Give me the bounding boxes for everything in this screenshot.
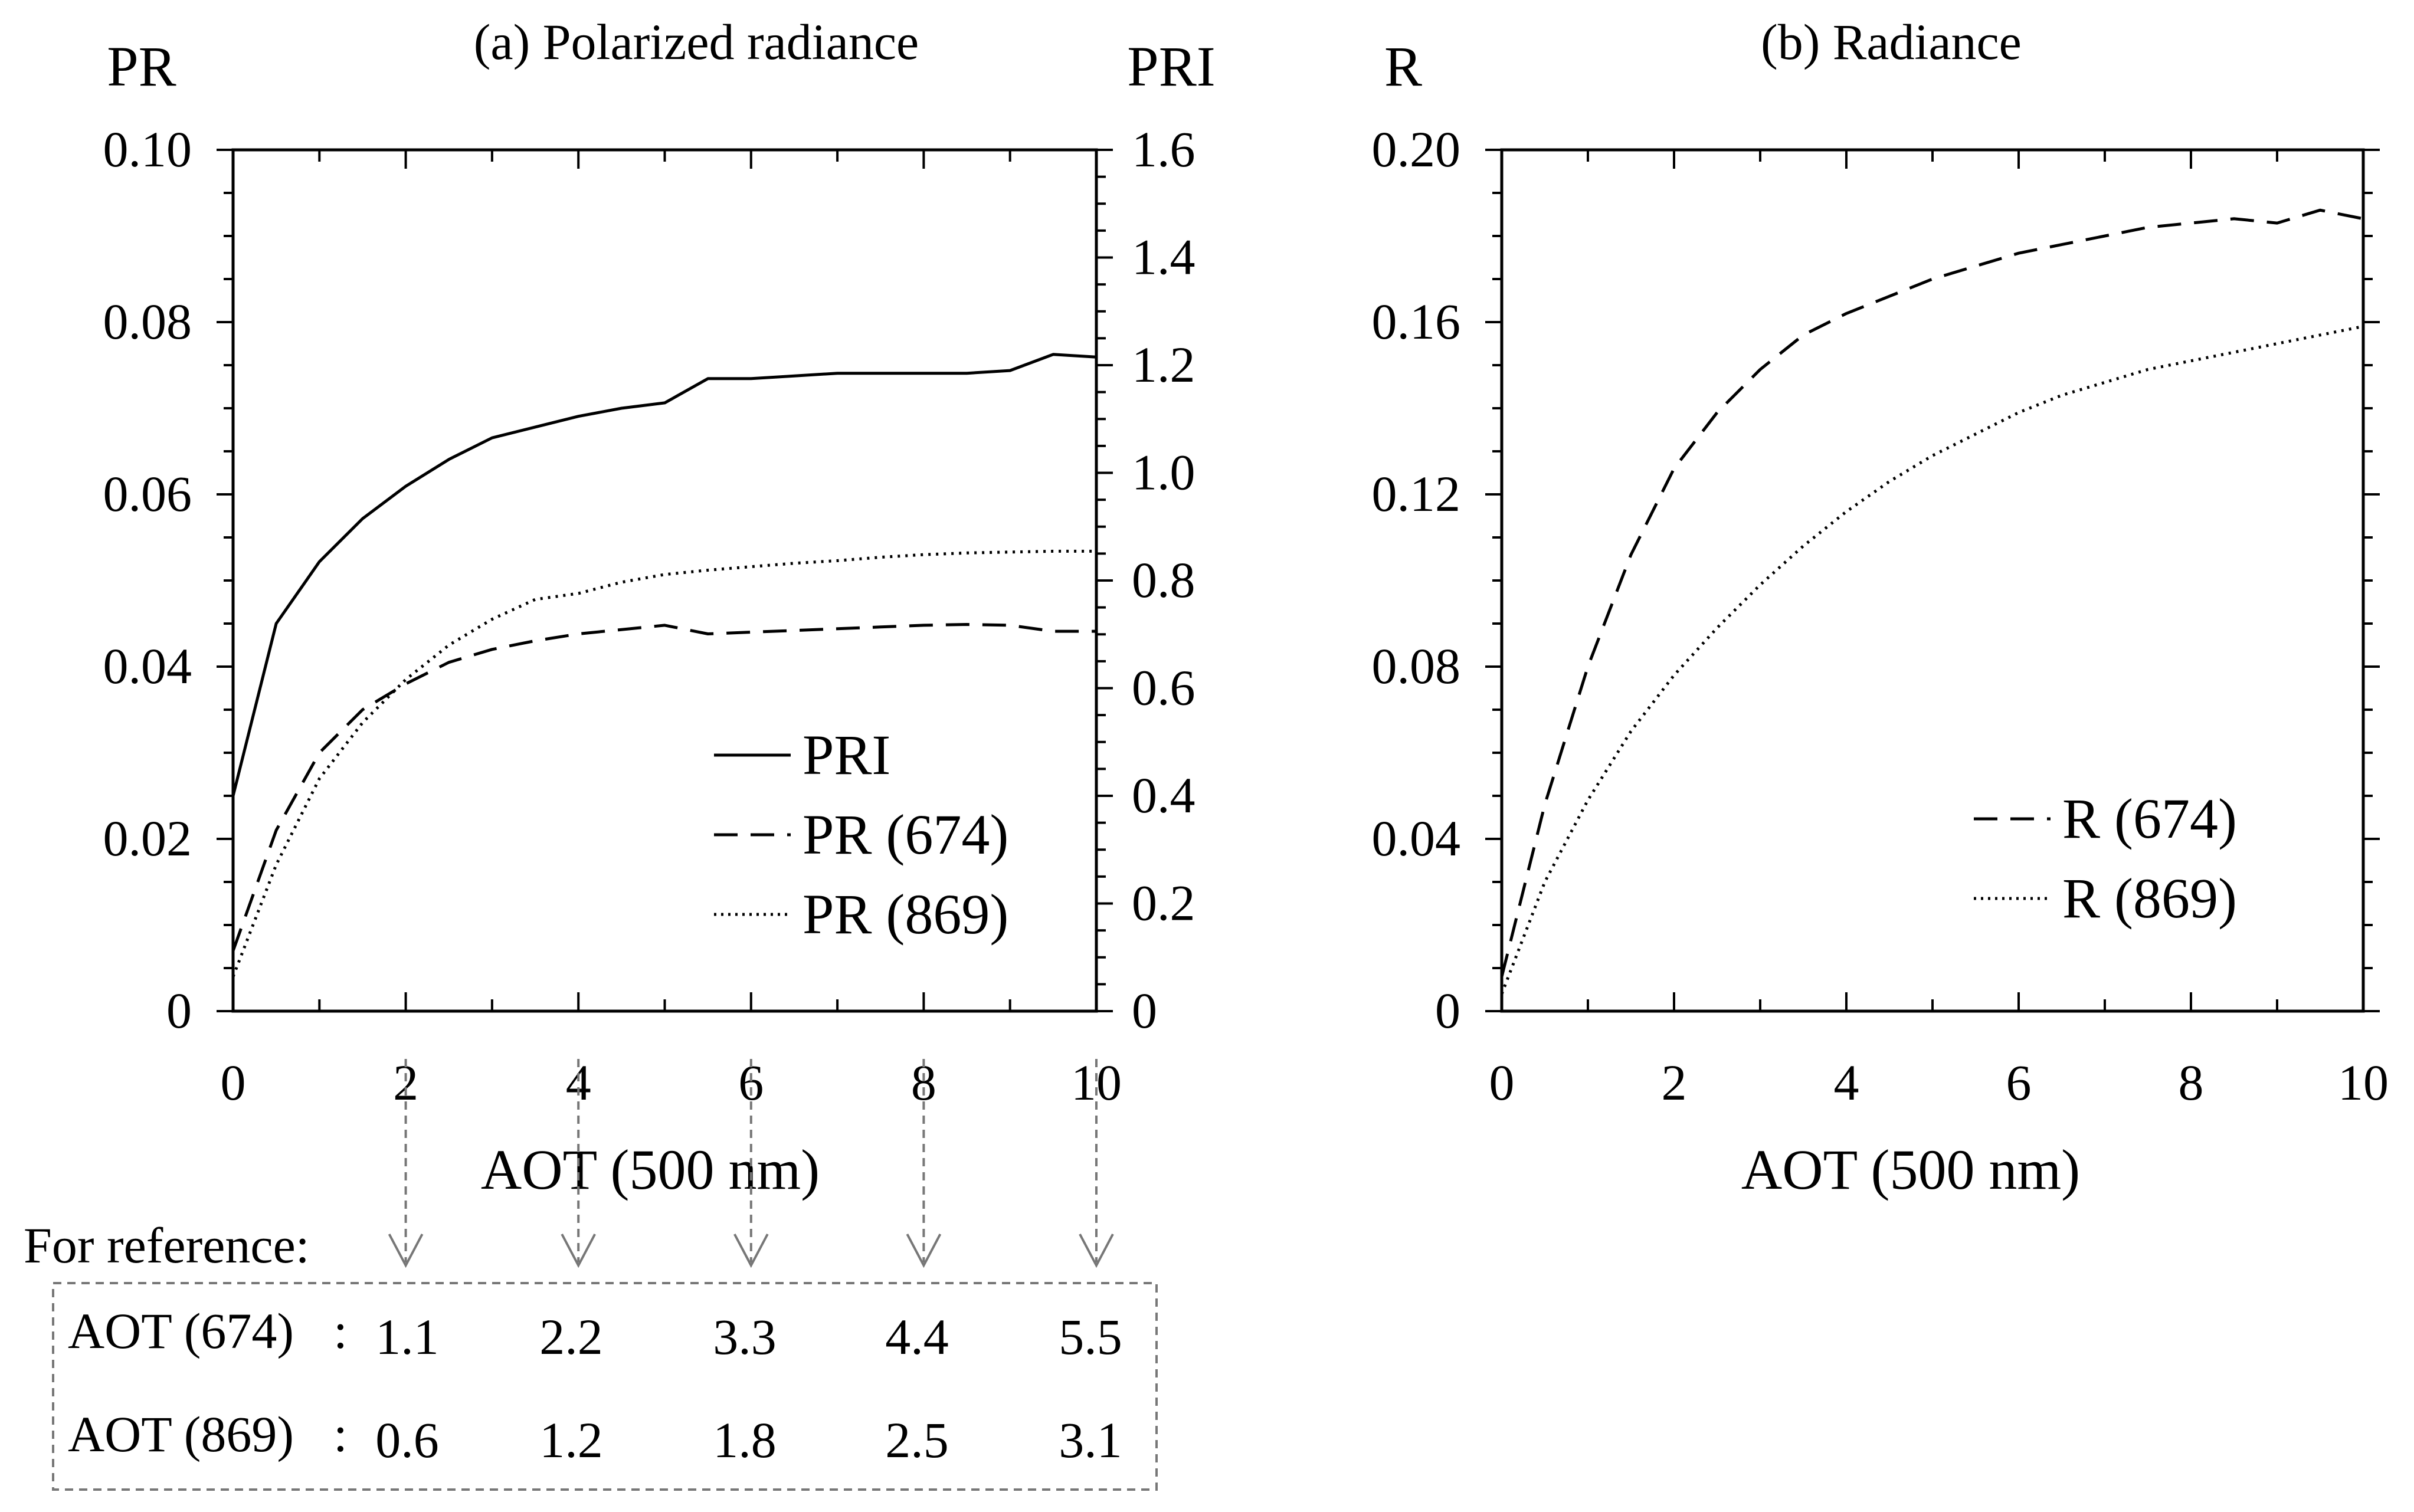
panel-b-y-label: R xyxy=(1384,35,1422,98)
y-tick-label: 0.04 xyxy=(103,638,192,694)
reference-value: 2.5 xyxy=(885,1412,949,1468)
y-tick-label: 0.08 xyxy=(1372,638,1461,694)
reference-arrowhead xyxy=(733,1234,769,1268)
y-tick-label: 0.04 xyxy=(1372,810,1461,867)
panel-b-ticks: 0 2 4 6 8 10 0 0.04 0.08 0.12 0.16 0.20 xyxy=(1372,121,2389,1111)
y2-tick-label: 1.6 xyxy=(1132,121,1195,178)
series-line-pr-674- xyxy=(231,623,1096,952)
panel-a-title: (a) Polarized radiance xyxy=(474,14,919,70)
y-tick-label: 0.16 xyxy=(1372,293,1461,350)
panel-a-y-label: PR xyxy=(107,35,176,98)
x-tick-label: 8 xyxy=(2179,1054,2204,1111)
reference-separator: : xyxy=(333,1303,348,1359)
reference-value: 2.2 xyxy=(539,1308,603,1365)
reference-value: 1.1 xyxy=(375,1308,439,1365)
y-tick-label: 0.08 xyxy=(103,293,192,350)
reference-row-label: AOT (674) xyxy=(68,1303,294,1359)
y2-tick-label: 1.2 xyxy=(1132,336,1195,393)
y-tick-label: 0.20 xyxy=(1372,121,1461,178)
x-tick-label: 4 xyxy=(1834,1054,1859,1111)
y2-tick-label: 0.8 xyxy=(1132,552,1195,608)
series-line-pri xyxy=(231,353,1097,796)
series-line-r-674- xyxy=(1500,208,2364,978)
reference-value: 3.1 xyxy=(1059,1412,1122,1468)
reference-section: For reference: AOT (674):1.1 2.2 3.3 4.4 5.5… xyxy=(24,1059,1158,1491)
y2-tick-label: 0.6 xyxy=(1132,660,1195,716)
panel-b-x-label: AOT (500 nm) xyxy=(1741,1138,2080,1201)
reference-row-label: AOT (869) xyxy=(68,1406,294,1462)
y-tick-label: 0 xyxy=(1435,982,1460,1039)
panel-a-legend: PRI PR (674) PR (869) xyxy=(714,723,1008,946)
panel-b-legend: R (674) R (869) xyxy=(1974,787,2237,930)
y-tick-label: 0.06 xyxy=(103,465,192,522)
reference-value: 1.8 xyxy=(713,1412,777,1468)
panel-b-frame xyxy=(1500,148,2365,1013)
y2-tick-label: 0 xyxy=(1132,982,1157,1039)
legend-label: PR (674) xyxy=(803,803,1008,866)
panel-a: (a) Polarized radiance PR PRI AOT (500 n… xyxy=(103,14,1216,1201)
reference-arrows xyxy=(388,1059,1114,1268)
y-tick-label: 0 xyxy=(166,982,192,1039)
legend-label: PRI xyxy=(803,723,890,786)
y-tick-label: 0.10 xyxy=(103,121,192,178)
reference-box xyxy=(52,1282,1158,1491)
reference-separator: : xyxy=(333,1406,348,1462)
reference-value: 3.3 xyxy=(713,1308,777,1365)
y2-tick-label: 0.2 xyxy=(1132,875,1195,932)
x-tick-label: 0 xyxy=(1489,1054,1515,1111)
reference-arrowhead xyxy=(388,1234,424,1268)
reference-value: 0.6 xyxy=(375,1412,439,1468)
reference-arrowhead xyxy=(561,1234,596,1268)
x-tick-label: 0 xyxy=(221,1054,246,1111)
legend-label: R (869) xyxy=(2062,867,2237,930)
x-tick-label: 10 xyxy=(2338,1054,2389,1111)
legend-label: PR (869) xyxy=(803,883,1008,946)
series-line-pr-869- xyxy=(231,549,1096,978)
panel-b: (b) Radiance R AOT (500 nm) 0 2 4 6 8 10 0 0.04… xyxy=(1372,14,2389,1201)
reference-value: 5.5 xyxy=(1059,1308,1122,1365)
y2-tick-label: 1.0 xyxy=(1132,444,1195,501)
x-tick-label: 2 xyxy=(1662,1054,1687,1111)
y2-tick-label: 1.4 xyxy=(1132,229,1195,286)
panel-b-title: (b) Radiance xyxy=(1761,14,2022,70)
legend-label: R (674) xyxy=(2062,787,2237,850)
reference-value: 4.4 xyxy=(885,1308,949,1365)
reference-rows: AOT (674):1.1 2.2 3.3 4.4 5.5 AOT (869):0.6 1.… xyxy=(68,1303,1122,1468)
reference-heading: For reference: xyxy=(24,1217,310,1274)
y-tick-label: 0.02 xyxy=(103,810,192,867)
x-tick-label: 6 xyxy=(2006,1054,2032,1111)
reference-value: 1.2 xyxy=(539,1412,603,1468)
panel-a-x-label: AOT (500 nm) xyxy=(481,1138,820,1201)
reference-arrowhead xyxy=(906,1234,942,1268)
panel-a-y2-label: PRI xyxy=(1127,35,1215,98)
panel-a-series xyxy=(231,353,1097,978)
panel-a-ticks: 0 2 4 6 8 1000.020.040.060.080.1000.20.40.60.… xyxy=(103,121,1195,1111)
panel-a-frame xyxy=(231,148,1098,1013)
reference-arrowhead xyxy=(1079,1234,1114,1268)
y2-tick-label: 0.4 xyxy=(1132,767,1195,824)
y-tick-label: 0.12 xyxy=(1372,465,1461,522)
